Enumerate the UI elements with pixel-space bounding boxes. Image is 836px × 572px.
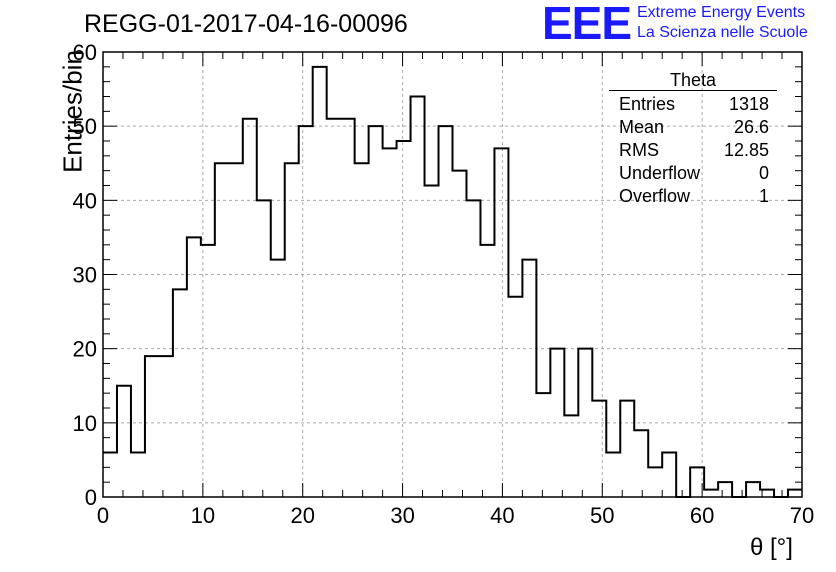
- histogram-bin: [592, 401, 606, 497]
- histogram-bin: [173, 289, 187, 497]
- stats-row-underflow: Underflow 0: [609, 162, 777, 185]
- histogram-bin: [508, 297, 522, 497]
- histogram-bin: [634, 430, 648, 497]
- stats-row-mean: Mean 26.6: [609, 116, 777, 139]
- y-tick-label: 50: [73, 114, 97, 139]
- y-tick-label: 0: [85, 485, 97, 510]
- histogram-bin: [606, 453, 620, 498]
- y-tick-label: 60: [73, 40, 97, 65]
- x-tick-label: 40: [490, 503, 514, 528]
- histogram-bin: [285, 163, 299, 497]
- stats-label: RMS: [619, 140, 659, 160]
- histogram-bin: [466, 200, 480, 497]
- histogram-bin: [299, 126, 313, 497]
- histogram-bin: [355, 163, 369, 497]
- y-tick-label: 10: [73, 411, 97, 436]
- histogram-bin: [746, 482, 760, 497]
- stats-row-overflow: Overflow 1: [609, 185, 777, 208]
- histogram-bin: [383, 148, 397, 497]
- histogram-bin: [341, 119, 355, 497]
- logo-caption-line2: La Scienza nelle Scuole: [637, 24, 808, 41]
- stats-box: Theta Entries 1318 Mean 26.6 RMS 12.85 U…: [609, 70, 777, 208]
- histogram-bin: [704, 490, 718, 497]
- logo-caption: Extreme Energy Events La Scienza nelle S…: [637, 3, 808, 43]
- x-tick-label: 0: [97, 503, 109, 528]
- x-tick-label: 30: [390, 503, 414, 528]
- histogram-bin: [620, 401, 634, 497]
- stats-label: Underflow: [619, 163, 701, 183]
- histogram-bin: [480, 245, 494, 497]
- histogram-bin: [536, 393, 550, 497]
- y-tick-label: 40: [73, 188, 97, 213]
- chart-title: REGG-01-2017-04-16-00096: [84, 10, 408, 38]
- histogram-bin: [201, 245, 215, 497]
- histogram-bin: [243, 119, 257, 497]
- histogram-bin: [494, 148, 508, 497]
- stats-label: Entries: [619, 94, 676, 114]
- eee-logo: EEE: [542, 0, 632, 49]
- histogram-bin: [718, 482, 732, 497]
- histogram-bin: [327, 119, 341, 497]
- histogram-bin: [159, 356, 173, 497]
- histogram-bin: [103, 453, 117, 498]
- histogram-bin: [453, 171, 467, 497]
- histogram-bin: [271, 260, 285, 497]
- histogram-bin: [425, 186, 439, 498]
- histogram-bin: [187, 237, 201, 497]
- histogram-bin: [411, 97, 425, 498]
- histogram-bin: [439, 126, 453, 497]
- histogram-bin: [522, 260, 536, 497]
- histogram-bin: [550, 349, 564, 497]
- x-tick-label: 60: [690, 503, 714, 528]
- x-tick-label: 70: [790, 503, 814, 528]
- histogram-bin: [215, 163, 229, 497]
- histogram-bin: [397, 141, 411, 497]
- y-tick-label: 30: [73, 263, 97, 288]
- y-axis-label: Entries/bin: [57, 50, 88, 173]
- histogram-bin: [117, 386, 131, 497]
- histogram-bin: [145, 356, 159, 497]
- histogram-bin: [648, 467, 662, 497]
- histogram-bin: [578, 349, 592, 497]
- histogram-bin: [662, 453, 676, 498]
- stats-value: 26.6: [733, 117, 769, 137]
- histogram-bin: [788, 490, 802, 497]
- x-tick-label: 10: [191, 503, 215, 528]
- stats-value: 1: [758, 186, 769, 206]
- stats-title: Theta: [609, 70, 777, 91]
- stats-value: 0: [758, 163, 769, 183]
- stats-row-rms: RMS 12.85: [609, 139, 777, 162]
- logo-caption-line1: Extreme Energy Events: [637, 4, 806, 21]
- stats-label: Overflow: [619, 186, 691, 206]
- y-tick-label: 20: [73, 337, 97, 362]
- histogram-bin: [564, 415, 578, 497]
- stats-row-entries: Entries 1318: [609, 93, 777, 116]
- histogram-bin: [369, 126, 383, 497]
- x-axis-label: θ [°]: [750, 534, 793, 561]
- x-tick-label: 50: [590, 503, 614, 528]
- histogram-bin: [257, 200, 271, 497]
- stats-label: Mean: [619, 117, 665, 137]
- x-tick-label: 20: [290, 503, 314, 528]
- stats-value: 1318: [728, 94, 769, 114]
- stats-value: 12.85: [723, 140, 769, 160]
- histogram-bin: [229, 163, 243, 497]
- histogram-bin: [313, 67, 327, 497]
